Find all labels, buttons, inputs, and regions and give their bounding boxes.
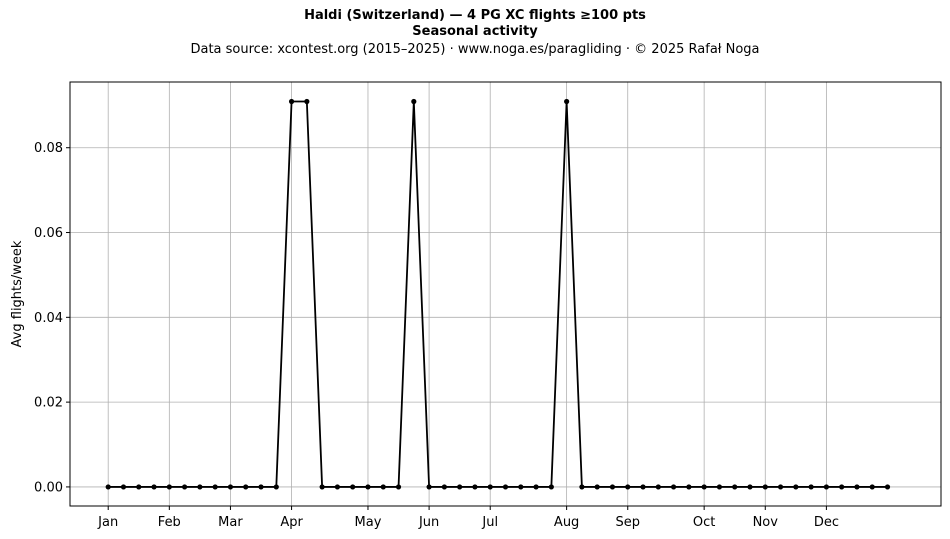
data-point <box>273 484 279 490</box>
y-tick-label: 0.02 <box>34 396 63 411</box>
x-tick-label: Feb <box>158 515 181 530</box>
data-point <box>839 484 845 490</box>
chart-title-block: Haldi (Switzerland) — 4 PG XC flights ≥1… <box>0 8 950 58</box>
data-point <box>548 484 554 490</box>
x-tick-label: Jun <box>418 515 439 530</box>
data-point <box>411 98 417 105</box>
data-point <box>105 484 111 490</box>
x-tick-label: Apr <box>280 515 303 530</box>
data-point <box>365 484 371 490</box>
data-point <box>564 98 570 105</box>
data-point <box>197 484 203 490</box>
data-point <box>319 484 325 490</box>
chart-subtitle: Data source: xcontest.org (2015–2025) · … <box>190 42 760 57</box>
data-point <box>732 484 738 490</box>
x-tick-label: Jan <box>97 515 118 530</box>
data-point <box>579 484 585 490</box>
data-point <box>793 484 799 490</box>
data-points <box>105 98 891 490</box>
data-point <box>380 484 386 490</box>
data-point <box>334 484 341 490</box>
data-point <box>304 98 310 105</box>
data-point <box>212 484 218 490</box>
y-axis: 0.00 0.02 0.04 0.06 0.08 <box>34 141 70 495</box>
data-point <box>288 98 295 105</box>
data-point <box>823 484 829 490</box>
chart-title: Haldi (Switzerland) — 4 PG XC flights ≥1… <box>304 8 646 23</box>
data-point <box>258 484 264 490</box>
data-point <box>182 484 188 490</box>
data-point <box>808 484 814 490</box>
data-point <box>518 484 524 490</box>
data-point <box>227 484 234 490</box>
series-line <box>108 100 888 488</box>
data-point <box>426 484 432 490</box>
x-tick-label: Nov <box>753 515 779 530</box>
data-point <box>472 484 478 490</box>
y-tick-label: 0.04 <box>34 311 63 326</box>
data-point <box>747 484 753 490</box>
data-point <box>762 484 768 490</box>
data-point <box>670 484 677 490</box>
y-axis-label: Avg flights/week <box>10 240 25 347</box>
data-point <box>166 484 172 490</box>
data-point <box>777 484 784 490</box>
data-point <box>441 484 447 490</box>
data-point <box>594 484 600 490</box>
data-point <box>502 484 509 490</box>
data-point <box>395 484 402 490</box>
data-point <box>686 484 692 490</box>
x-tick-label: Dec <box>814 515 839 530</box>
grid-lines <box>70 82 941 506</box>
data-point <box>655 484 661 490</box>
y-tick-label: 0.06 <box>34 226 63 241</box>
data-point <box>884 484 891 490</box>
y-tick-label: 0.00 <box>34 480 63 495</box>
x-tick-label: Mar <box>218 515 243 530</box>
data-point <box>243 484 249 490</box>
data-point <box>151 484 157 490</box>
y-tick-label: 0.08 <box>34 141 63 156</box>
x-tick-label: May <box>355 515 382 530</box>
data-point <box>625 484 631 490</box>
data-point <box>701 484 707 490</box>
data-point <box>854 484 860 490</box>
data-point <box>869 484 875 490</box>
data-point <box>350 484 356 490</box>
data-point <box>457 484 463 490</box>
x-tick-label: Oct <box>693 515 715 530</box>
data-point <box>533 484 539 490</box>
data-point <box>136 484 142 490</box>
x-axis: Jan Feb Mar Apr May Jun Jul Aug Sep Oct Nov Dec <box>97 506 839 530</box>
x-tick-label: Jul <box>481 515 498 530</box>
x-tick-label: Sep <box>615 515 640 530</box>
plot-frame <box>69 81 942 507</box>
data-point <box>120 484 127 490</box>
data-point <box>609 484 616 490</box>
data-point <box>487 484 493 490</box>
data-point <box>640 484 646 490</box>
chart-title-2: Seasonal activity <box>412 24 538 39</box>
x-tick-label: Aug <box>554 515 579 530</box>
data-point <box>716 484 723 490</box>
